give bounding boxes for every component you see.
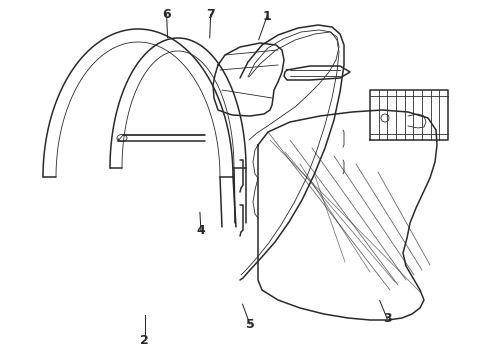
Text: 4: 4 [196,224,205,237]
Text: 5: 5 [245,318,254,330]
Text: 6: 6 [162,8,171,21]
Text: 7: 7 [206,8,215,21]
Ellipse shape [117,135,127,141]
Text: 3: 3 [383,312,392,325]
Circle shape [381,114,389,122]
Text: 2: 2 [140,334,149,347]
Text: 1: 1 [263,10,271,23]
